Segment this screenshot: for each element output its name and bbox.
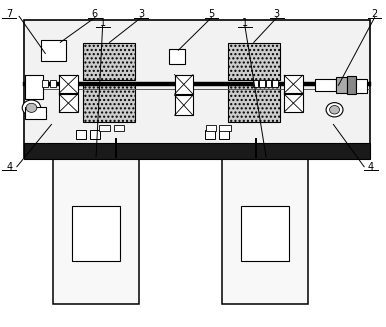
Bar xyxy=(59,94,78,112)
Text: 4: 4 xyxy=(6,162,12,172)
Circle shape xyxy=(326,103,343,117)
Text: 3: 3 xyxy=(138,9,144,19)
Bar xyxy=(41,40,66,61)
Text: 5: 5 xyxy=(208,9,215,19)
Bar xyxy=(284,75,303,93)
Bar xyxy=(25,107,46,119)
Bar xyxy=(347,76,356,95)
Bar xyxy=(228,84,279,122)
Bar xyxy=(90,130,100,139)
Bar xyxy=(272,80,278,87)
Circle shape xyxy=(26,103,37,112)
Bar xyxy=(83,84,135,122)
Text: 4: 4 xyxy=(367,162,374,172)
Bar xyxy=(76,130,86,139)
Bar xyxy=(222,157,308,303)
Text: 6: 6 xyxy=(92,9,98,19)
Bar xyxy=(42,80,48,87)
Bar xyxy=(259,80,264,87)
Bar xyxy=(219,130,229,139)
Bar xyxy=(50,80,56,87)
Bar xyxy=(174,75,193,94)
Bar xyxy=(252,80,258,87)
Circle shape xyxy=(22,100,41,116)
Text: 3: 3 xyxy=(274,9,280,19)
Bar xyxy=(24,143,370,159)
Circle shape xyxy=(330,106,340,114)
Bar xyxy=(174,95,193,115)
Bar xyxy=(169,48,185,64)
Text: 7: 7 xyxy=(6,9,12,19)
Text: 1: 1 xyxy=(100,19,106,28)
Text: 2: 2 xyxy=(371,9,378,19)
Bar xyxy=(315,79,337,91)
Bar xyxy=(219,125,231,131)
Bar xyxy=(52,157,139,303)
Bar xyxy=(337,77,347,93)
Bar xyxy=(241,206,289,261)
Text: 1: 1 xyxy=(242,19,248,28)
Bar xyxy=(284,94,303,112)
Bar xyxy=(356,79,367,93)
Bar xyxy=(205,130,215,139)
Bar xyxy=(25,75,43,99)
Bar xyxy=(228,43,279,80)
Bar xyxy=(72,206,120,261)
Bar xyxy=(266,80,271,87)
Bar xyxy=(114,125,124,131)
Bar xyxy=(99,125,110,131)
Bar xyxy=(207,125,216,131)
Bar xyxy=(83,43,135,80)
Bar xyxy=(59,75,78,93)
Bar xyxy=(24,20,370,157)
